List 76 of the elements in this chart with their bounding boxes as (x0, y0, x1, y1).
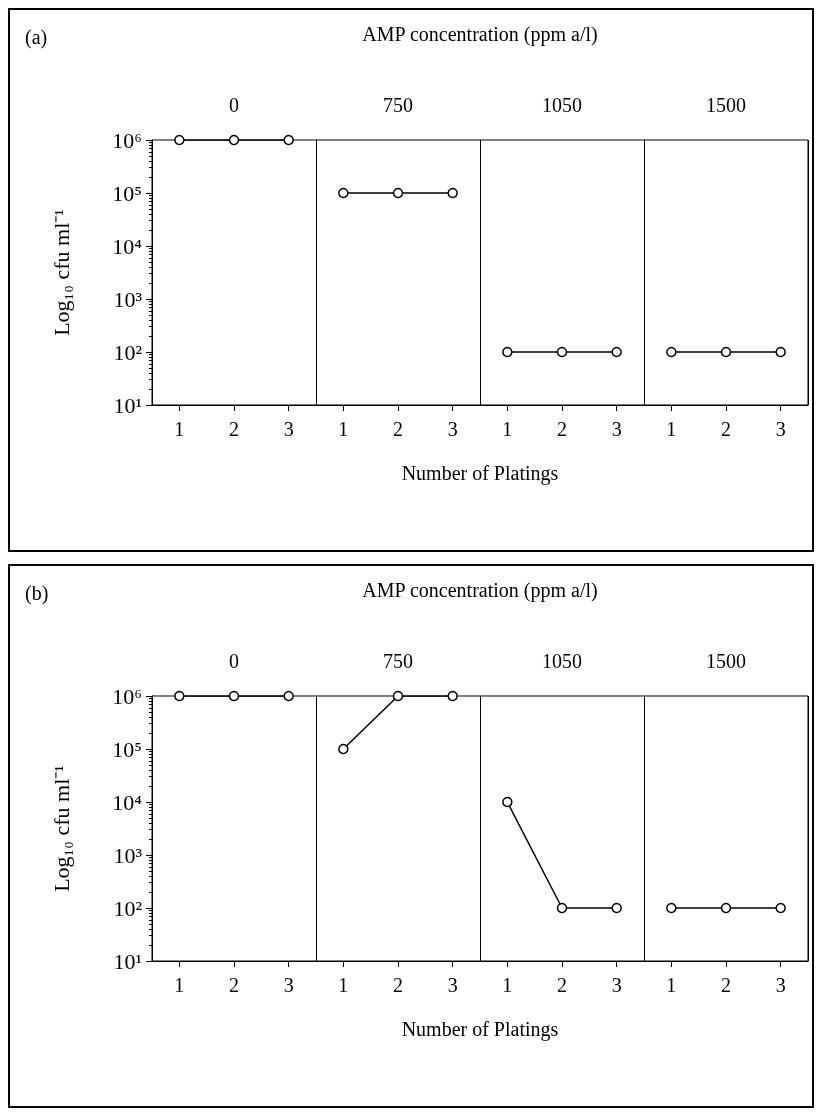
legend-title: AMP concentration (ppm a/l) (362, 579, 598, 602)
x-tick-label: 2 (229, 418, 239, 440)
x-tick-label: 3 (283, 418, 294, 440)
y-axis-title: Log₁₀ cfu ml⁻¹ (48, 765, 74, 892)
x-tick-label: 3 (447, 974, 458, 996)
text: 1050 (542, 650, 582, 672)
y-tick-label: 10⁵ (112, 736, 142, 762)
x-tick-label: 2 (393, 418, 403, 440)
x-tick-label: 3 (611, 974, 622, 996)
point (775, 346, 786, 358)
y-tick-label: 10³ (113, 842, 143, 868)
chart-title: (b) (25, 582, 49, 605)
x-tick-label: 3 (775, 974, 786, 996)
point (283, 134, 294, 146)
x-tick-label: 3 (775, 418, 786, 440)
point (556, 346, 568, 358)
x-tick-label: 1 (502, 418, 513, 440)
y-tick-label: 10² (113, 895, 143, 921)
chart-title: (a) (25, 26, 48, 49)
point (720, 346, 732, 358)
point (502, 796, 513, 808)
x-tick-label: 1 (502, 974, 513, 996)
point (666, 346, 677, 358)
point (174, 690, 185, 702)
point (775, 902, 786, 914)
x-tick-label: 1 (174, 974, 185, 996)
y-tick-label: 10⁶ (112, 127, 142, 153)
text: 750 (383, 94, 413, 116)
x-tick-label: 3 (611, 418, 622, 440)
x-tick-label: 2 (393, 974, 403, 996)
text: 0 (229, 94, 239, 116)
point (666, 902, 677, 914)
x-tick-label: 3 (447, 418, 458, 440)
point (502, 346, 513, 358)
x-axis-title: Number of Platings (401, 462, 559, 485)
legend-title: AMP concentration (ppm a/l) (362, 23, 598, 46)
y-tick-label: 10⁴ (112, 789, 143, 815)
point (611, 902, 622, 914)
point (611, 346, 622, 358)
x-tick-label: 3 (283, 974, 294, 996)
x-tick-label: 1 (338, 418, 349, 440)
x-tick-label: 2 (721, 418, 731, 440)
text: 750 (383, 650, 413, 672)
x-tick-label: 2 (557, 418, 567, 440)
text: 1500 (706, 94, 746, 116)
x-tick-label: 2 (721, 974, 731, 996)
y-tick-label: 10⁵ (112, 180, 142, 206)
x-tick-label: 1 (666, 418, 677, 440)
text: 1500 (706, 650, 746, 672)
point (392, 187, 404, 199)
point (720, 902, 732, 914)
point (228, 690, 240, 702)
x-tick-label: 1 (338, 974, 349, 996)
point (392, 690, 404, 702)
x-tick-label: 1 (174, 418, 185, 440)
x-axis-title: Number of Platings (401, 1018, 559, 1041)
point (447, 690, 458, 702)
x-tick-label: 2 (229, 974, 239, 996)
y-tick-label: 10³ (113, 286, 143, 312)
text: 0 (229, 650, 239, 672)
y-tick-label: 10⁶ (112, 683, 142, 709)
point (338, 743, 349, 755)
x-tick-label: 2 (557, 974, 567, 996)
y-tick-label: 10¹ (113, 392, 142, 418)
point (228, 134, 240, 146)
x-tick-label: 1 (666, 974, 677, 996)
point (556, 902, 568, 914)
point (174, 134, 185, 146)
y-axis-title: Log₁₀ cfu ml⁻¹ (48, 209, 74, 336)
y-tick-label: 10⁴ (112, 233, 143, 259)
y-tick-label: 10¹ (113, 948, 142, 974)
y-tick-label: 10² (113, 339, 143, 365)
point (447, 187, 458, 199)
point (283, 690, 294, 702)
text: 1050 (542, 94, 582, 116)
point (338, 187, 349, 199)
